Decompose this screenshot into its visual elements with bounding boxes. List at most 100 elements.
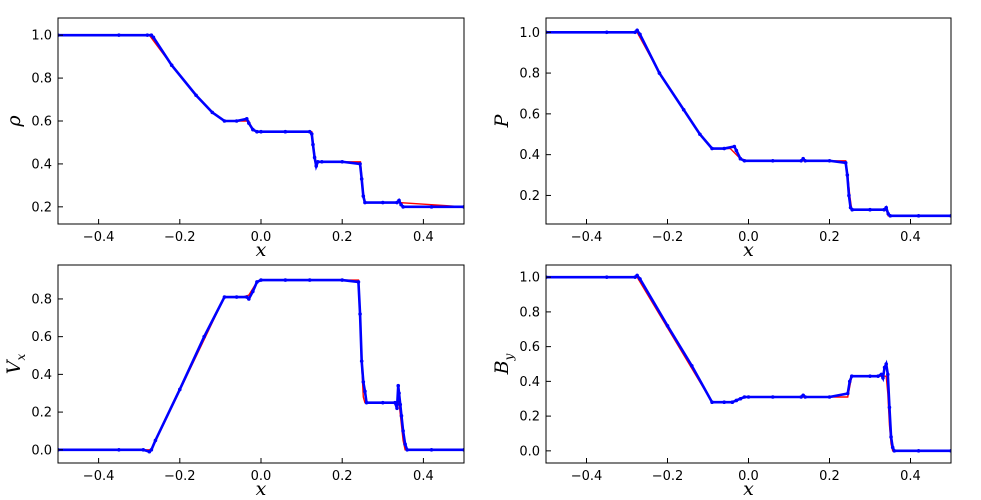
numerical-point — [888, 214, 893, 218]
numerical-point — [259, 129, 263, 134]
numerical-point — [202, 334, 206, 339]
numerical-point — [399, 414, 404, 418]
numerical-point — [153, 438, 158, 443]
numerical-point — [771, 395, 775, 399]
numerical-point — [178, 387, 182, 392]
y-tick-label: 0.4 — [519, 148, 540, 163]
numerical-point — [222, 119, 227, 123]
numerical-point — [847, 193, 851, 198]
numerical-point — [710, 146, 714, 151]
x-tick-label: −0.4 — [571, 469, 603, 484]
numerical-point — [398, 402, 403, 407]
numerical-point — [710, 400, 714, 405]
numerical-point — [884, 205, 888, 210]
numerical-point — [722, 400, 726, 405]
numerical-point — [397, 391, 401, 396]
numerical-point — [405, 448, 409, 452]
numerical-point — [638, 32, 642, 37]
numerical-point — [356, 280, 361, 284]
y-axis-label: ρ — [3, 115, 25, 128]
x-tick-label: 0.0 — [738, 230, 759, 245]
x-tick-label: 0.0 — [738, 469, 759, 484]
numerical-point — [363, 200, 367, 205]
numerical-point — [916, 449, 921, 453]
y-tick-label: 0.4 — [31, 157, 52, 172]
numerical-point — [311, 142, 315, 147]
x-tick-label: 0.0 — [251, 469, 272, 484]
axes-frame — [545, 17, 952, 225]
x-tick-label: 0.4 — [413, 230, 434, 245]
numerical-point — [734, 148, 739, 153]
plot-area — [546, 28, 951, 218]
x-tick-label: −0.2 — [164, 230, 196, 245]
numerical-point — [363, 389, 367, 394]
numerical-point — [251, 289, 255, 294]
numerical-point — [890, 445, 895, 450]
numerical-point — [312, 155, 317, 160]
y-axis-label-subscript: y — [502, 353, 516, 361]
y-tick-label: 0.6 — [31, 115, 52, 130]
numerical-point — [843, 161, 848, 165]
plot-area — [58, 278, 464, 454]
y-axis-label: By — [491, 353, 516, 375]
panel-pressure: −0.4 −0.2 0.0 0.2 0.4 0.2 0.4 0.6 0.8 1.0 x P — [491, 17, 952, 261]
numerical-point — [255, 280, 259, 284]
y-tick-label: 1.0 — [519, 271, 540, 286]
x-tick-label: 0.2 — [819, 469, 840, 484]
numerical-point — [879, 372, 884, 377]
x-tick-label: 0.2 — [819, 230, 840, 245]
numerical-point — [340, 278, 345, 282]
numerical-point — [638, 277, 642, 281]
numerical-point — [827, 395, 832, 399]
numerical-point — [746, 395, 751, 399]
numerical-solution-trace — [546, 273, 951, 453]
axes-frame — [57, 17, 465, 225]
panel-magnetic-y: −0.4 −0.2 0.0 0.2 0.4 0.0 0.2 0.4 0.6 0.8 1.0 x By — [491, 264, 952, 500]
exact-solution-line — [546, 31, 951, 217]
numerical-point — [141, 448, 146, 452]
x-tick-label: −0.4 — [571, 230, 603, 245]
numerical-point — [361, 194, 366, 198]
numerical-point — [884, 362, 888, 366]
y-tick-label: 0.2 — [31, 200, 52, 215]
numerical-point — [401, 429, 405, 433]
numerical-point — [690, 363, 694, 368]
x-tick-label: 0.4 — [900, 469, 921, 484]
numerical-point — [665, 323, 670, 328]
numerical-point — [361, 380, 366, 384]
numerical-point — [738, 396, 743, 401]
numerical-point — [247, 121, 251, 125]
x-tick-label: 0.2 — [332, 469, 353, 484]
y-tick-label: 0.4 — [519, 375, 540, 390]
y-axis-label: Vx — [3, 354, 28, 375]
panel-density: −0.4 −0.2 0.0 0.2 0.4 0.2 0.4 0.6 0.8 1.0 x ρ — [3, 17, 465, 261]
numerical-point — [738, 156, 743, 161]
numerical-point — [194, 93, 198, 98]
y-tick-label: 0.6 — [31, 330, 52, 345]
y-axis-label: P — [491, 113, 513, 128]
numerical-point — [892, 449, 897, 453]
numerical-point — [882, 365, 887, 370]
numerical-point — [887, 405, 892, 410]
x-tick-label: 0.4 — [413, 469, 434, 484]
y-tick-label: 0.8 — [519, 305, 540, 320]
numerical-point — [316, 159, 320, 164]
x-tick-label: −0.4 — [83, 469, 115, 484]
x-tick-label: 0.4 — [900, 230, 921, 245]
numerical-point — [381, 200, 385, 205]
y-tick-label: 0.6 — [519, 340, 540, 355]
y-tick-label: 1.0 — [519, 26, 540, 41]
numerical-point — [734, 398, 739, 403]
numerical-point — [244, 117, 249, 121]
numerical-point — [881, 376, 885, 380]
exact-solution-line — [58, 34, 464, 208]
y-tick-label: 0.4 — [31, 368, 52, 383]
numerical-solution-trace — [58, 33, 464, 209]
y-tick-label: 0.6 — [519, 107, 540, 122]
numerical-solution-trace — [546, 28, 951, 218]
numerical-point — [868, 207, 872, 212]
numerical-point — [210, 110, 215, 115]
numerical-point — [742, 158, 747, 163]
y-axis-label-subscript: x — [14, 354, 28, 361]
